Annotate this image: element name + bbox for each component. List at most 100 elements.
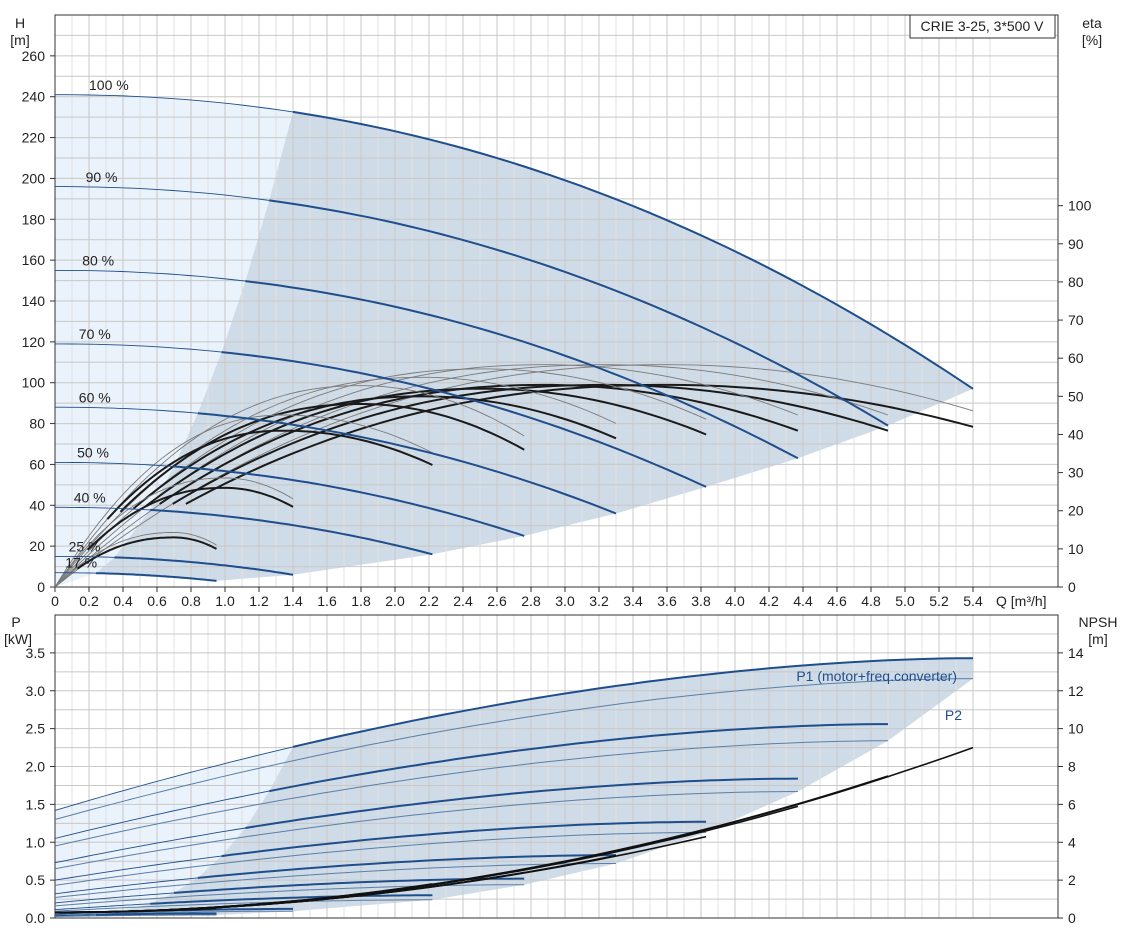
p1-curve-thin [54, 877, 198, 895]
eta-tick-label: 30 [1068, 465, 1084, 481]
flow-tick-label: 0.8 [181, 593, 201, 609]
eta-curve [146, 387, 707, 507]
eta-thin-curve [54, 532, 217, 588]
flow-tick-label: 4.6 [827, 593, 847, 609]
power-tick-label: 3.0 [26, 683, 46, 699]
head-tick-label: 180 [22, 211, 46, 227]
p1-curve-thin [55, 914, 96, 917]
head-tick-label: 260 [22, 48, 46, 64]
flow-tick-label: 5.0 [895, 593, 915, 609]
dark-operating-region [95, 111, 974, 581]
npsh-tick-label: 12 [1068, 683, 1084, 699]
eta-tick-label: 90 [1068, 236, 1084, 252]
head-tick-label: 60 [29, 456, 45, 472]
eta-curve [172, 383, 889, 505]
flow-tick-label: 2.0 [385, 593, 405, 609]
npsh-curve [55, 907, 217, 914]
head-tick-label: 100 [22, 375, 46, 391]
flow-tick-label: 4.2 [759, 593, 779, 609]
flow-tick-label: 1.6 [317, 593, 337, 609]
p1-curve [197, 854, 616, 879]
head-curve-thin [55, 406, 198, 414]
head-axis-unit: [m] [10, 32, 29, 48]
eta-tick-label: 70 [1068, 312, 1084, 328]
flow-tick-label: 3.8 [691, 593, 711, 609]
eta-curve [132, 395, 617, 510]
p2-curve [54, 678, 974, 820]
p1-curve-thin [54, 855, 222, 881]
eta-axis-unit: [%] [1082, 32, 1102, 48]
head-tick-label: 40 [29, 497, 45, 513]
eta-axis-ticks: 0 10 20 30 40 50 60 70 80 90 100 [1058, 198, 1092, 595]
flow-tick-label: 0.6 [147, 593, 167, 609]
power-tick-label: 1.5 [26, 796, 46, 812]
flow-tick-label: 2.8 [521, 593, 541, 609]
speed-label: 17 % [65, 555, 97, 571]
p1-curve [292, 657, 974, 748]
p2-curve [54, 791, 798, 870]
flow-tick-label: 1.8 [351, 593, 371, 609]
npsh-tick-label: 8 [1068, 759, 1076, 775]
head-curve-thin [55, 555, 115, 558]
flow-tick-label: 3.2 [589, 593, 609, 609]
flow-tick-label: 1.2 [249, 593, 269, 609]
power-tick-label: 1.0 [26, 834, 46, 850]
npsh-tick-label: 4 [1068, 834, 1076, 850]
flow-tick-label: 1.4 [283, 593, 303, 609]
p1-curve-thin [54, 746, 294, 811]
head-curve-thin [55, 94, 294, 113]
head-tick-label: 80 [29, 416, 45, 432]
eta-curve [119, 403, 525, 513]
speed-label: 90 % [86, 169, 118, 185]
head-tick-label: 200 [22, 170, 46, 186]
head-efficiency-panel: 100 % 90 % 80 % 70 % 60 % 50 % 40 % 25 %17 % 0 2… [10, 14, 1102, 609]
flow-tick-label: 5.4 [963, 593, 983, 609]
head-curve [197, 412, 617, 515]
head-curve [245, 280, 799, 460]
eta-thin-curve [54, 385, 525, 588]
eta-tick-label: 20 [1068, 503, 1084, 519]
flow-axis-label: Q [m³/h] [996, 593, 1047, 609]
npsh-axis-ticks: 0 2 4 6 8 10 12 14 [1058, 645, 1084, 926]
p2-curve [54, 740, 889, 847]
power-npsh-panel: 0.0 0.5 1.0 1.5 2.0 2.5 3.0 3.5 0 2 4 6 8 10 12 14 P [… [4, 614, 1117, 926]
head-tick-label: 20 [29, 538, 45, 554]
flow-tick-label: 4.8 [861, 593, 881, 609]
head-tick-label: 120 [22, 334, 46, 350]
flow-tick-label: 2.6 [487, 593, 507, 609]
head-curve [292, 110, 974, 390]
eta-curve [76, 536, 217, 570]
eta-tick-label: 80 [1068, 274, 1084, 290]
p1-curve [150, 894, 433, 905]
head-axis-ticks: 0 20 40 60 80 100 120 140 160 180 200 220 240 260 [22, 48, 55, 595]
eta-tick-label: 50 [1068, 388, 1084, 404]
eta-tick-label: 10 [1068, 541, 1084, 557]
speed-label: 80 % [82, 253, 114, 269]
power-axis-unit: [kW] [4, 631, 32, 647]
p2-curve [54, 910, 293, 916]
head-curve-thin [55, 343, 222, 353]
flow-tick-label: 3.6 [657, 593, 677, 609]
speed-label: 50 % [77, 445, 109, 461]
power-tick-label: 0.5 [26, 872, 46, 888]
p1-curve-thin [54, 892, 175, 904]
flow-axis-ticks: 0 0.2 0.4 0.6 0.8 1.0 1.2 1.4 1.6 1.8 2.0 2.2 2.4 2.6… [51, 587, 983, 609]
head-curve [269, 199, 889, 427]
speed-label: 40 % [74, 489, 106, 505]
speed-label: 60 % [79, 389, 111, 405]
head-curve [95, 572, 217, 582]
flow-tick-label: 3.4 [623, 593, 643, 609]
head-curve [114, 556, 294, 576]
p1-curve [245, 777, 798, 829]
head-curve [173, 465, 525, 537]
power-axis-ticks: 0.0 0.5 1.0 1.5 2.0 2.5 3.0 3.5 [26, 645, 55, 926]
eta-tick-label: 60 [1068, 350, 1084, 366]
npsh-tick-label: 2 [1068, 872, 1076, 888]
head-tick-label: 240 [22, 89, 46, 105]
p1-curve [95, 912, 217, 916]
head-axis-name: H [15, 15, 25, 31]
eta-thin-curve [54, 477, 294, 588]
eta-tick-label: 0 [1068, 579, 1076, 595]
npsh-axis-unit: [m] [1088, 631, 1107, 647]
